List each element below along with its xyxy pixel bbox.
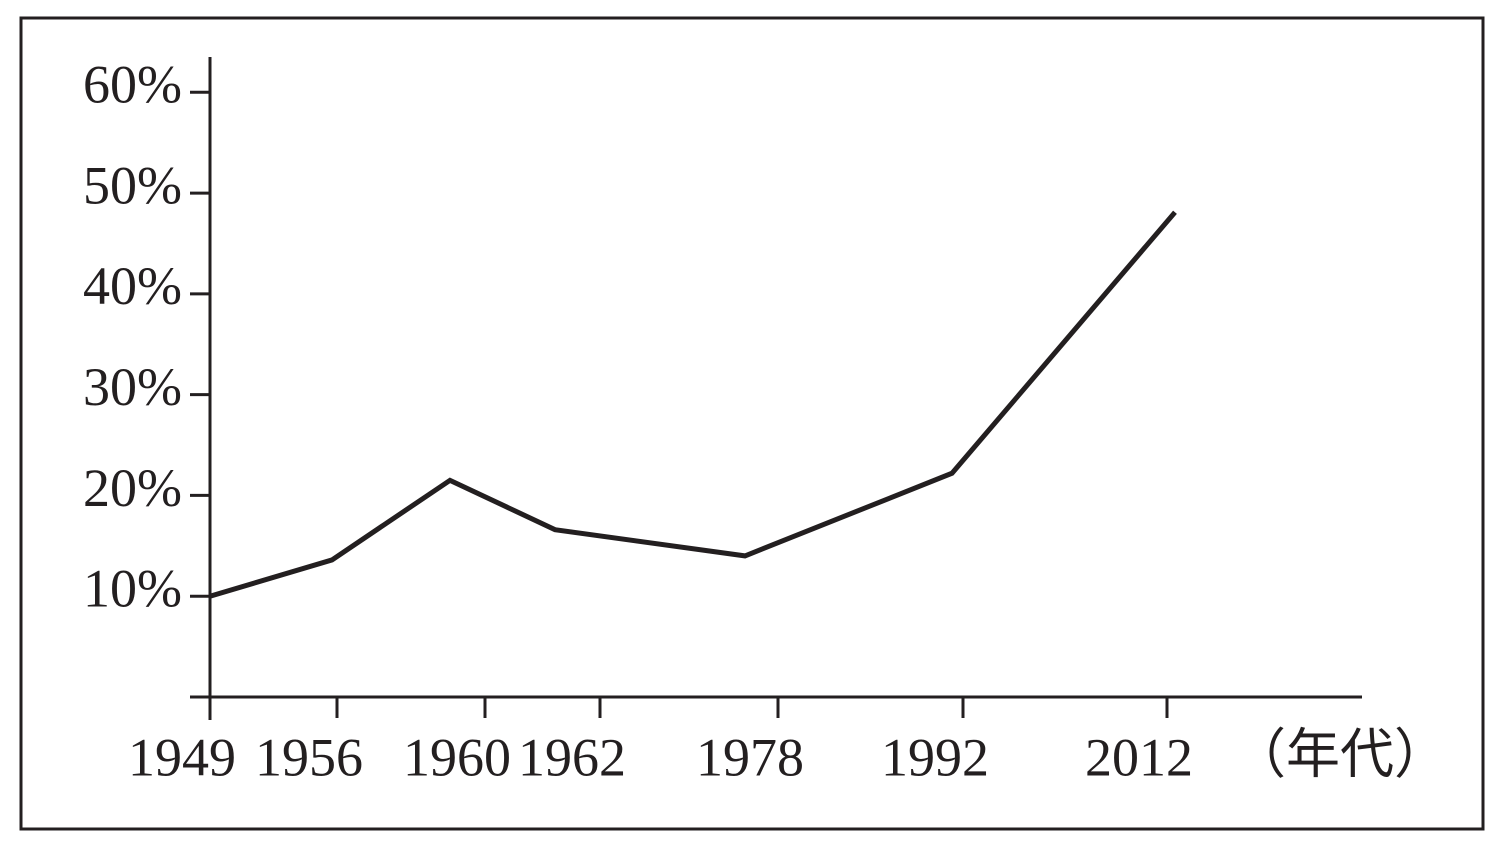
y-tick-label: 40% (83, 256, 182, 316)
x-tick-label: 1956 (255, 727, 363, 787)
x-tick-label: 1960 (403, 727, 511, 787)
data-line (209, 210, 1177, 599)
x-tick-label: 1992 (881, 727, 989, 787)
x-tick-label: 1949 (128, 727, 236, 787)
frame (19, 16, 1485, 831)
x-tick-label: 1978 (696, 727, 804, 787)
x-tick-label: 2012 (1085, 727, 1193, 787)
y-tick-label: 10% (83, 559, 182, 619)
y-tick-label: 20% (83, 458, 182, 518)
x-axis-label: （年代） (1232, 724, 1448, 784)
y-tick-label: 60% (83, 55, 182, 115)
y-tick-label: 50% (83, 155, 182, 215)
x-tick-label: 1962 (518, 727, 626, 787)
y-tick-label: 30% (83, 357, 182, 417)
